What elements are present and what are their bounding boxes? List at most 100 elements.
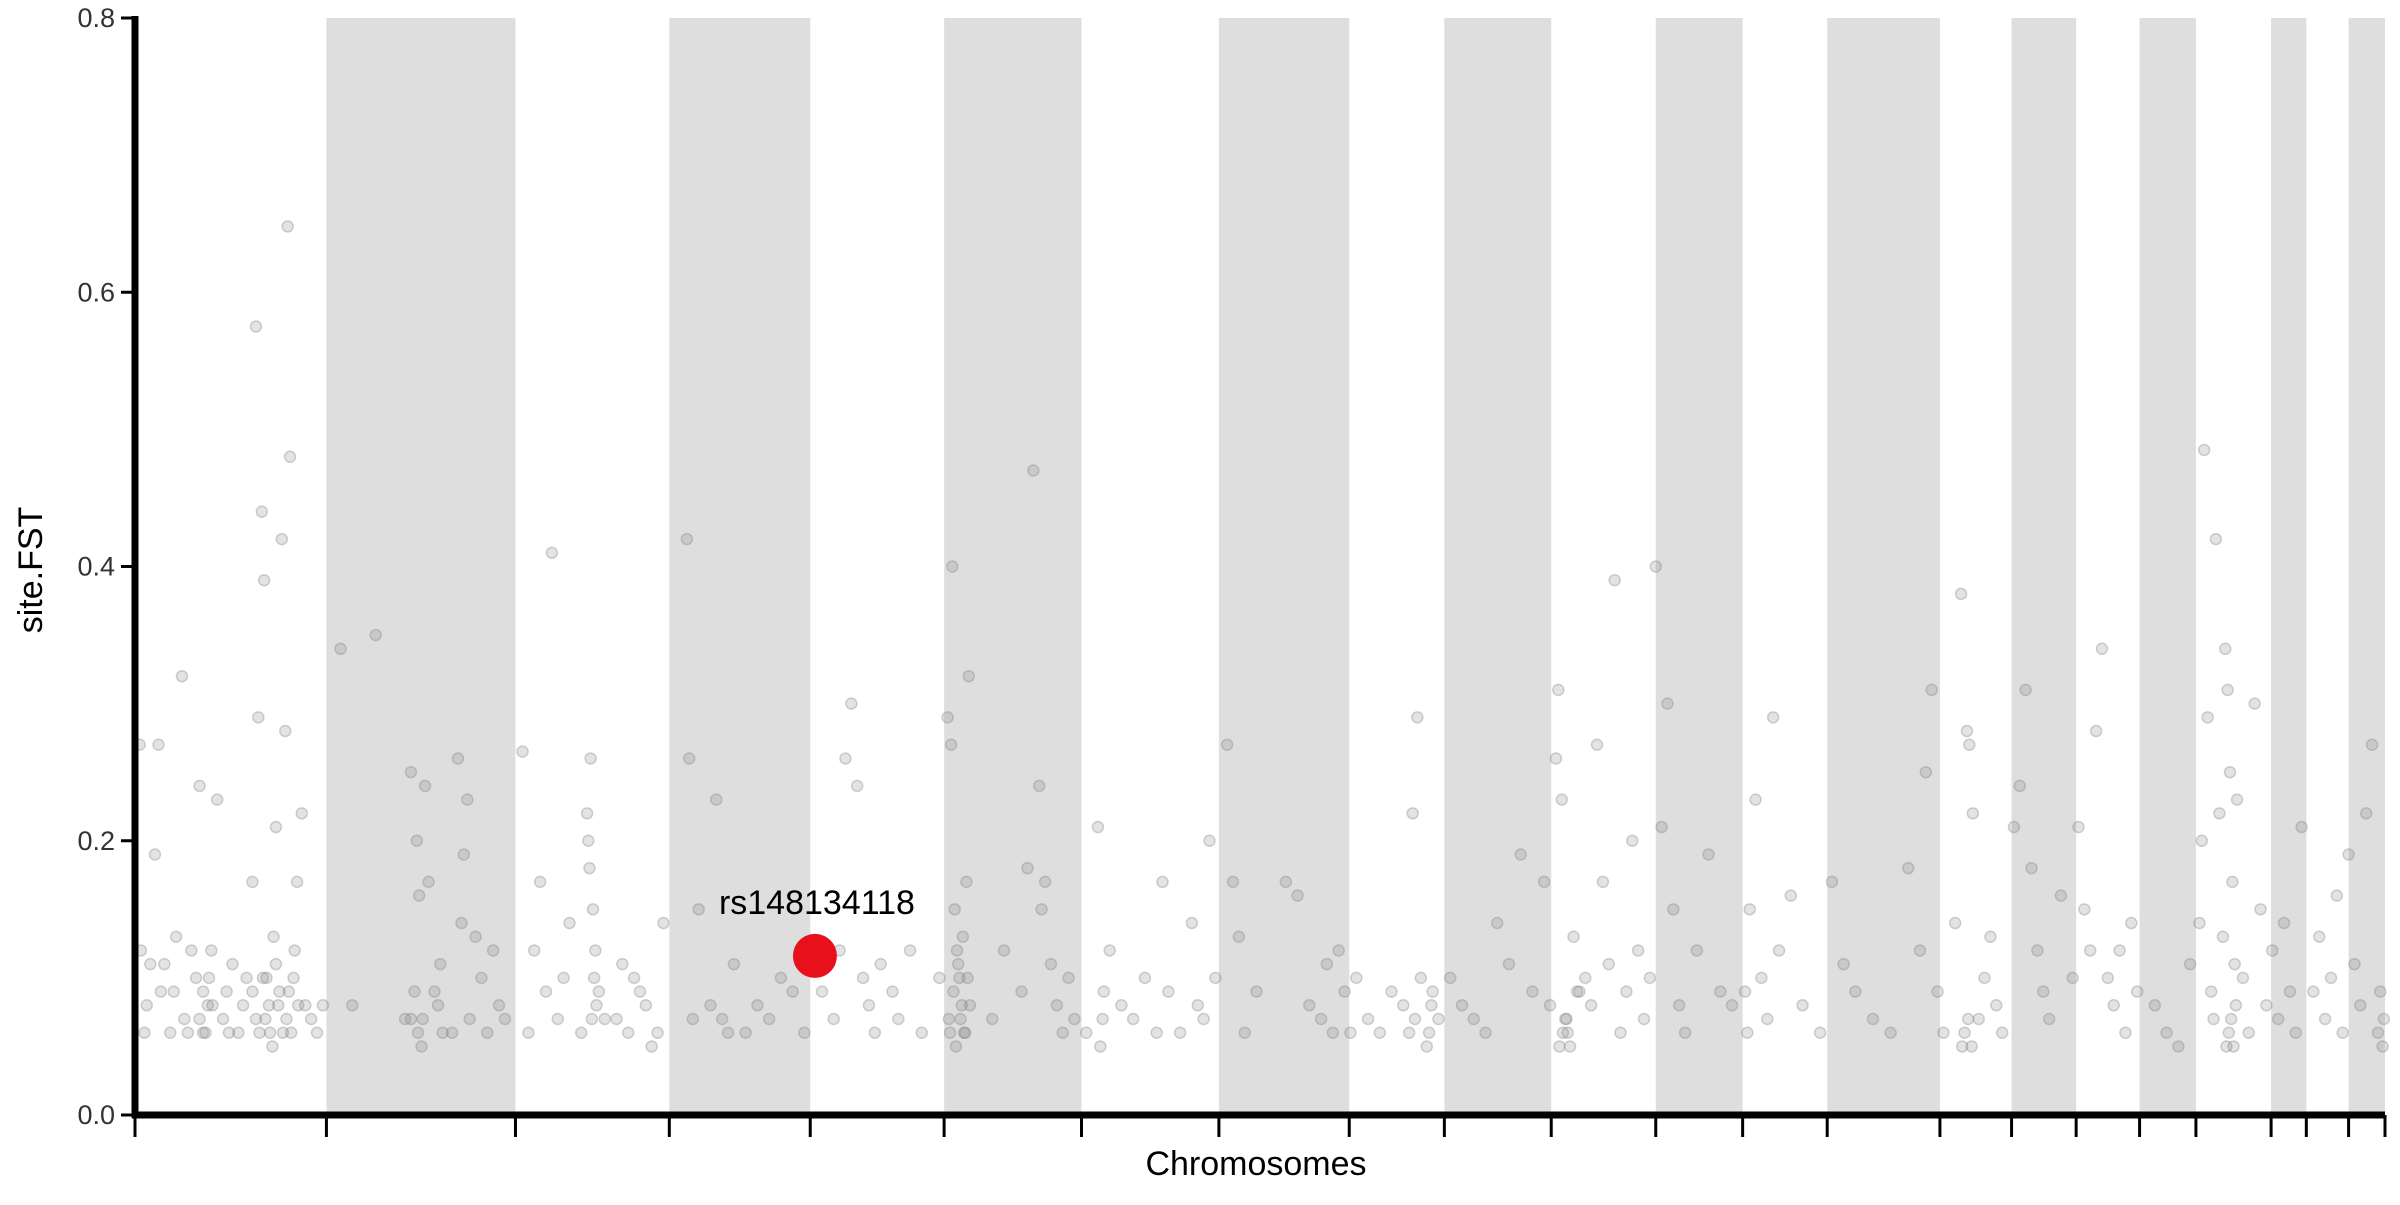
snp-point: [1755, 971, 1768, 985]
snp-point: [1414, 971, 1428, 985]
snp-point: [1062, 971, 1075, 985]
snp-point: [522, 1026, 535, 1039]
snp-point: [445, 1026, 459, 1039]
snp-point: [398, 1012, 412, 1026]
snp-point: [418, 779, 432, 793]
snp-point: [956, 930, 970, 943]
snp-point: [1537, 875, 1551, 889]
snp-point: [181, 1026, 195, 1039]
snp-point: [273, 985, 286, 998]
snp-point: [539, 985, 553, 998]
chromosome-band-6: [944, 18, 1082, 1115]
snp-point: [1549, 752, 1563, 765]
snp-point: [1150, 1026, 1163, 1039]
snp-point: [2277, 916, 2291, 930]
snp-point: [1314, 1012, 1328, 1026]
snp-point: [1209, 971, 1222, 985]
chromosome-band-10: [1444, 18, 1552, 1115]
snp-point: [1901, 861, 1915, 875]
snp-point: [2221, 683, 2234, 697]
snp-point: [610, 1012, 623, 1026]
snp-point: [1250, 985, 1263, 998]
snp-point: [1361, 1012, 1375, 1026]
snp-point: [1420, 1040, 1434, 1053]
snp-point: [2229, 999, 2243, 1012]
snp-point: [2354, 999, 2367, 1012]
snp-point: [1702, 848, 1715, 861]
snp-point: [2324, 971, 2338, 985]
snp-point: [1590, 738, 1604, 752]
snp-point: [2336, 1026, 2349, 1039]
snp-point: [2195, 834, 2209, 847]
snp-point: [1279, 875, 1293, 889]
snp-point: [585, 1012, 599, 1026]
snp-point: [1672, 999, 1686, 1012]
snp-point: [1741, 1026, 1754, 1039]
snp-point: [1068, 1012, 1081, 1026]
snp-point: [2260, 999, 2273, 1012]
snp-point: [290, 875, 304, 889]
snp-point: [269, 957, 283, 971]
snp-point: [1226, 875, 1240, 889]
chromosome-band-8: [1218, 18, 1350, 1115]
snp-point: [2222, 1026, 2236, 1039]
snp-point: [1044, 957, 1058, 971]
x-axis-label: Chromosomes: [1145, 1145, 1366, 1183]
snp-point: [2172, 1040, 2185, 1053]
snp-point: [954, 1012, 967, 1026]
snp-point: [1402, 1026, 1416, 1039]
snp-point: [1467, 1012, 1480, 1026]
axes: 0.0 0.2 0.4 0.6 0.8: [77, 3, 2387, 1137]
snp-point: [1559, 1012, 1572, 1026]
snp-point: [1479, 1026, 1492, 1039]
snp-point: [533, 875, 547, 889]
snp-point: [1972, 1012, 1985, 1026]
snp-point: [2223, 765, 2237, 779]
snp-point: [201, 999, 215, 1012]
snp-point: [1984, 930, 1997, 943]
snp-point: [1422, 1026, 1436, 1039]
snp-point: [941, 711, 954, 724]
snp-point: [1637, 1012, 1651, 1026]
snp-point: [1203, 834, 1216, 847]
snp-point: [178, 1012, 191, 1026]
snp-point: [1320, 957, 1334, 971]
snp-point: [886, 985, 899, 998]
snp-point: [915, 1026, 929, 1039]
snp-point: [815, 985, 829, 998]
snp-point: [997, 944, 1011, 957]
snp-point: [175, 669, 189, 683]
snp-point: [1103, 944, 1116, 957]
snp-point: [590, 999, 603, 1012]
snp-point: [411, 1026, 425, 1039]
snp-point: [1608, 573, 1621, 587]
snp-point: [957, 1026, 971, 1039]
y-tick-label: 0.4: [77, 552, 115, 582]
snp-point: [1303, 999, 1316, 1012]
snp-point: [1425, 999, 1438, 1012]
snp-point: [1655, 820, 1668, 834]
snp-point: [1406, 807, 1419, 820]
snp-point: [949, 1040, 963, 1053]
snp-point: [193, 779, 206, 793]
snp-point: [232, 1026, 245, 1039]
snp-point: [276, 1026, 290, 1039]
snp-point: [721, 1026, 735, 1039]
chromosome-band-20: [2271, 18, 2307, 1115]
snp-point: [944, 738, 958, 752]
snp-point: [587, 971, 601, 985]
snp-point: [692, 903, 705, 916]
snp-point: [1925, 683, 1938, 697]
snp-point: [516, 745, 529, 758]
snp-point: [310, 1026, 324, 1039]
snp-point: [1931, 985, 1944, 998]
snp-point: [1643, 971, 1657, 985]
snp-point: [404, 1012, 418, 1026]
snp-point: [1738, 985, 1752, 998]
snp-point: [1326, 1026, 1340, 1039]
snp-point: [316, 999, 330, 1012]
snp-point: [1553, 1040, 1566, 1053]
snp-point: [1958, 1026, 1971, 1039]
snp-point: [1690, 944, 1704, 957]
snp-point: [2230, 793, 2244, 806]
